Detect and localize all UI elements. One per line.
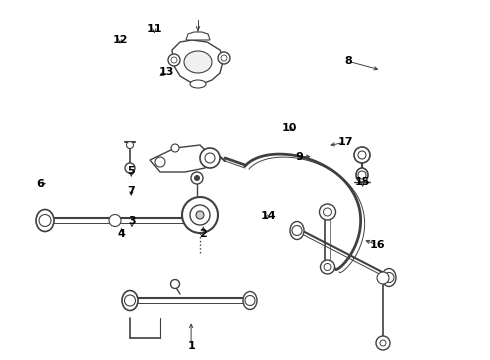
Circle shape bbox=[171, 144, 179, 152]
Circle shape bbox=[39, 215, 51, 226]
Ellipse shape bbox=[122, 291, 138, 310]
Circle shape bbox=[205, 153, 215, 163]
Circle shape bbox=[358, 151, 366, 159]
Circle shape bbox=[377, 272, 389, 284]
Circle shape bbox=[126, 141, 133, 148]
Circle shape bbox=[195, 212, 211, 229]
Circle shape bbox=[323, 208, 332, 216]
Circle shape bbox=[109, 215, 121, 226]
Polygon shape bbox=[172, 40, 224, 84]
Text: 7: 7 bbox=[127, 186, 135, 196]
Text: 8: 8 bbox=[344, 56, 352, 66]
Text: 13: 13 bbox=[159, 67, 174, 77]
Circle shape bbox=[319, 204, 336, 220]
Circle shape bbox=[384, 273, 394, 283]
Circle shape bbox=[171, 57, 177, 63]
Circle shape bbox=[182, 197, 218, 233]
Circle shape bbox=[200, 148, 220, 168]
Circle shape bbox=[292, 225, 302, 235]
Circle shape bbox=[245, 296, 255, 306]
Circle shape bbox=[218, 52, 230, 64]
Text: 5: 5 bbox=[127, 166, 135, 176]
Text: 4: 4 bbox=[118, 229, 125, 239]
Text: 10: 10 bbox=[281, 123, 297, 133]
Circle shape bbox=[358, 171, 366, 179]
Circle shape bbox=[155, 157, 165, 167]
Ellipse shape bbox=[382, 269, 396, 287]
Circle shape bbox=[380, 340, 386, 346]
Ellipse shape bbox=[190, 80, 206, 88]
Circle shape bbox=[324, 264, 331, 270]
Circle shape bbox=[196, 211, 204, 219]
Circle shape bbox=[221, 55, 227, 61]
Text: 17: 17 bbox=[338, 137, 353, 147]
Circle shape bbox=[168, 54, 180, 66]
Polygon shape bbox=[186, 32, 210, 40]
Text: 15: 15 bbox=[355, 177, 370, 187]
Ellipse shape bbox=[290, 221, 304, 239]
Ellipse shape bbox=[36, 210, 54, 231]
Circle shape bbox=[320, 260, 335, 274]
Circle shape bbox=[376, 336, 390, 350]
Circle shape bbox=[191, 172, 203, 184]
Circle shape bbox=[171, 279, 179, 288]
Text: 14: 14 bbox=[261, 211, 276, 221]
Ellipse shape bbox=[184, 51, 212, 73]
Text: 9: 9 bbox=[295, 152, 303, 162]
Polygon shape bbox=[150, 145, 210, 172]
Circle shape bbox=[354, 147, 370, 163]
Circle shape bbox=[190, 205, 210, 225]
Circle shape bbox=[195, 175, 199, 180]
Circle shape bbox=[124, 295, 136, 306]
Text: 2: 2 bbox=[199, 229, 207, 239]
Text: 11: 11 bbox=[147, 24, 162, 34]
Ellipse shape bbox=[243, 292, 257, 310]
Text: 3: 3 bbox=[128, 216, 136, 226]
Text: 16: 16 bbox=[369, 240, 385, 250]
Ellipse shape bbox=[356, 168, 368, 182]
Circle shape bbox=[125, 163, 135, 173]
Text: 12: 12 bbox=[112, 35, 128, 45]
Text: 6: 6 bbox=[36, 179, 44, 189]
Text: 1: 1 bbox=[187, 341, 195, 351]
